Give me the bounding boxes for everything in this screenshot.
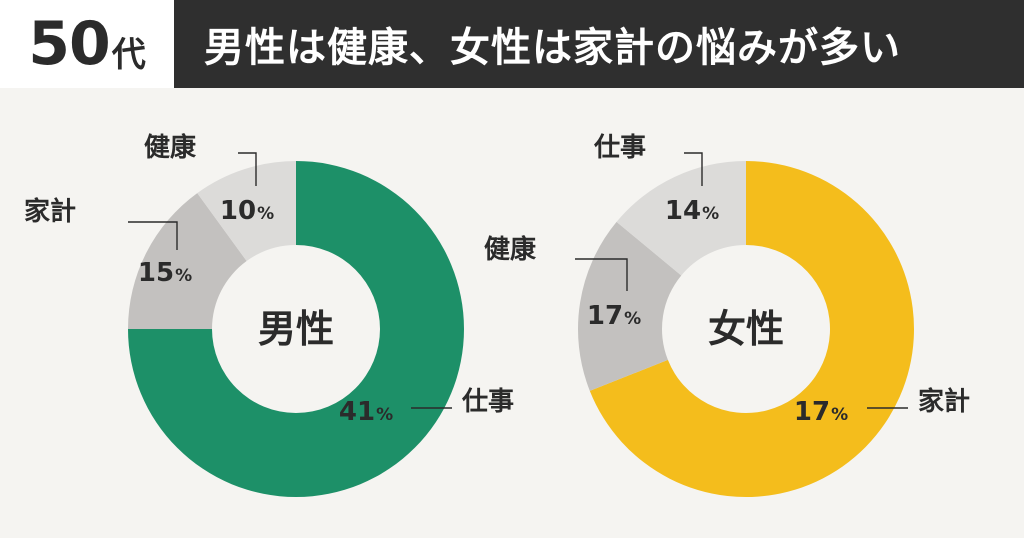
- category-label: 家計: [24, 196, 76, 227]
- page-title: 男性は健康、女性は家計の悩みが多い: [204, 25, 901, 71]
- center-label: 男性: [258, 307, 334, 351]
- slice-2: [128, 193, 247, 329]
- data-label: 15%: [138, 258, 192, 288]
- slice-1: [128, 161, 464, 497]
- title-bar: 男性は健康、女性は家計の悩みが多い: [174, 0, 1024, 88]
- slice-3: [616, 161, 746, 276]
- slice-2: [578, 221, 682, 391]
- donut-chart-1: 男性 41% 仕事 15% 家計 10% 健康: [24, 132, 514, 497]
- category-label: 家計: [918, 386, 970, 417]
- center-label: 女性: [708, 307, 784, 351]
- category-label: 健康: [144, 132, 197, 163]
- category-label: 仕事: [461, 387, 514, 417]
- age-badge: 50 代: [0, 0, 174, 88]
- data-label: 14%: [665, 196, 719, 226]
- data-label: 10%: [220, 196, 274, 226]
- category-label: 仕事: [593, 133, 646, 163]
- data-label: 17%: [794, 397, 848, 427]
- leader-line: [575, 258, 628, 291]
- leader-line: [238, 152, 257, 186]
- slice-3: [197, 161, 296, 262]
- slice-1: [589, 161, 915, 498]
- data-label: 41%: [339, 397, 393, 427]
- age-suffix: 代: [111, 34, 146, 75]
- data-label: 17%: [587, 301, 641, 331]
- header: 50 代 男性は健康、女性は家計の悩みが多い: [0, 0, 1024, 88]
- category-label: 健康: [484, 234, 537, 265]
- age-number: 50: [28, 9, 110, 79]
- donut-chart-2: 女性 17% 家計 17% 健康 14% 仕事: [484, 133, 970, 498]
- leader-line: [128, 221, 178, 250]
- leader-line: [684, 152, 703, 186]
